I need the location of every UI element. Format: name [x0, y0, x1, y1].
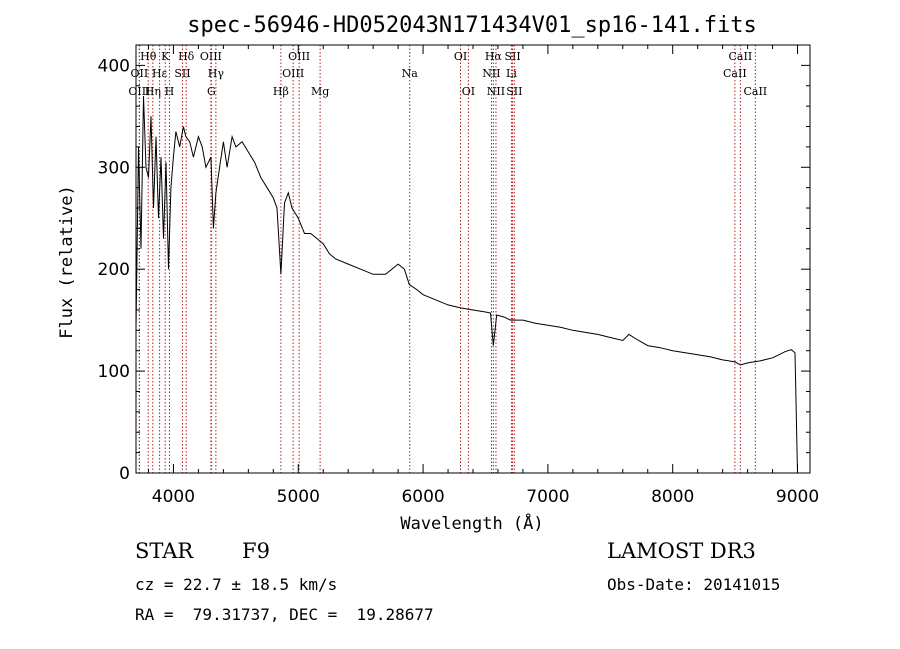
x-axis-label: Wavelength (Å)	[400, 512, 543, 534]
y-axis-label: Flux (relative)	[57, 185, 77, 339]
line-label: Hγ	[208, 67, 225, 80]
line-label: CaII	[723, 67, 747, 80]
line-label: OIII	[288, 50, 310, 63]
x-tick-label: 7000	[526, 487, 569, 507]
line-label: Hα	[485, 50, 503, 63]
y-tick-label: 0	[119, 464, 130, 484]
y-axis: 0 100 200 300 400	[98, 56, 810, 484]
line-label: Hδ	[178, 50, 195, 63]
y-tick-label: 200	[98, 260, 130, 280]
x-tick-label: 5000	[277, 487, 320, 507]
line-label: OIII	[200, 50, 222, 63]
plot-frame	[135, 44, 811, 474]
chart-title: spec-56946-HD052043N171434V01_sp16-141.f…	[187, 13, 757, 38]
line-label: Hε	[152, 67, 168, 80]
line-label: CaII	[743, 85, 767, 98]
object-class: STAR	[135, 539, 194, 563]
line-label: Na	[402, 67, 419, 80]
line-label: Hθ	[140, 50, 157, 63]
x-axis: 4000 5000 6000 7000 8000 9000	[147, 45, 819, 507]
line-label: K	[161, 50, 170, 63]
coords-text: RA = 79.31737, DEC = 19.28677	[135, 605, 434, 624]
line-label: OIII	[128, 85, 150, 98]
x-tick-label: 9000	[776, 487, 819, 507]
obs-date-text: Obs-Date: 20141015	[607, 575, 781, 594]
line-label: NII	[482, 67, 500, 80]
x-tick-label: 4000	[152, 487, 195, 507]
spectrum-line	[135, 95, 798, 474]
line-label: Hη	[145, 85, 161, 98]
survey-label: LAMOST DR3	[607, 539, 756, 563]
line-label: OI	[462, 85, 475, 98]
line-label: NII	[487, 85, 505, 98]
line-label: CaII	[729, 50, 753, 63]
line-label: OIII	[282, 67, 304, 80]
line-label: SII	[504, 50, 520, 63]
line-label: Hβ	[273, 85, 289, 98]
line-label: Mg	[311, 85, 329, 98]
line-label: Li	[506, 67, 517, 80]
y-tick-label: 300	[98, 158, 130, 178]
y-tick-label: 100	[98, 362, 130, 382]
line-label: G	[207, 85, 216, 98]
line-marker-group	[138, 45, 756, 473]
line-label: OI	[454, 50, 467, 63]
object-subclass: F9	[242, 539, 270, 563]
y-tick-label: 400	[98, 56, 130, 76]
line-label: OII	[131, 67, 149, 80]
line-label: SII	[174, 67, 190, 80]
line-label: H	[165, 85, 175, 98]
redshift-text: cz = 22.7 ± 18.5 km/s	[135, 575, 338, 594]
x-tick-label: 6000	[401, 487, 444, 507]
x-tick-label: 8000	[651, 487, 694, 507]
line-label-group: OII OIII Hθ Hη Hε K H SII Hδ OIII G Hγ Hβ OIII OIII Mg N…	[128, 50, 767, 98]
line-label: SII	[506, 85, 522, 98]
